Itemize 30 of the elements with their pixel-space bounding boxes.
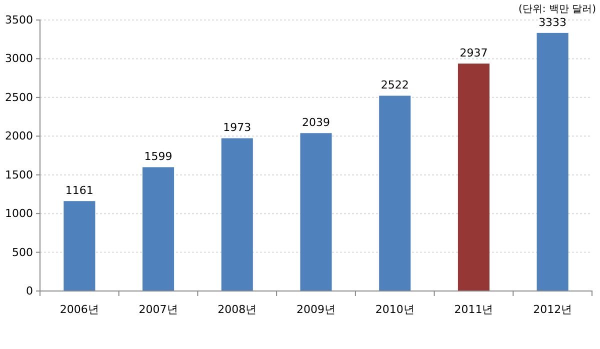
bar	[221, 138, 253, 291]
bar	[379, 96, 411, 291]
data-label: 3333	[538, 16, 567, 29]
y-tick-label: 3500	[5, 14, 33, 27]
x-tick-label: 2007년	[138, 302, 178, 316]
y-tick-label: 1500	[5, 168, 33, 182]
data-label: 2522	[380, 78, 409, 92]
y-tick-label: 0	[26, 284, 33, 298]
data-label: 2039	[302, 116, 330, 130]
data-label: 2937	[460, 46, 488, 60]
y-tick-label: 500	[12, 246, 33, 259]
bar	[64, 201, 96, 291]
y-tick-label: 3000	[5, 52, 33, 66]
bar	[300, 133, 332, 291]
y-tick-label: 2000	[5, 130, 33, 143]
y-tick-label: 2500	[5, 90, 33, 104]
x-tick-label: 2011년	[454, 302, 494, 316]
bar	[142, 167, 174, 291]
x-tick-label: 2010년	[375, 302, 414, 316]
y-tick-label: 1000	[5, 207, 33, 220]
x-tick-label: 2009년	[296, 302, 336, 316]
data-label: 1161	[65, 184, 94, 198]
text: (단위: 백만 달러)	[518, 4, 596, 15]
x-tick-label: 2012년	[533, 302, 572, 316]
data-label: 1973	[223, 121, 252, 134]
data-label: 1599	[144, 150, 172, 164]
bar	[458, 64, 490, 291]
bar	[536, 32, 568, 291]
x-tick-label: 2006년	[60, 302, 99, 316]
x-tick-label: 2008년	[218, 302, 257, 316]
